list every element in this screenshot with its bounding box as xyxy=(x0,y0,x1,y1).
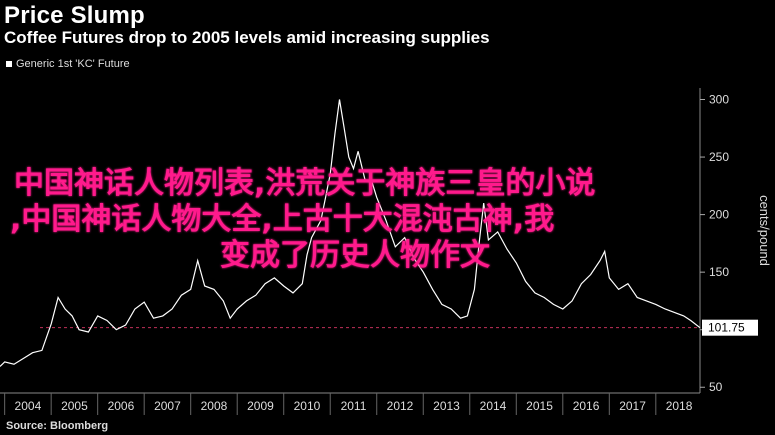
source-note: Source: Bloomberg xyxy=(6,420,109,432)
x-tick-label: 2010 xyxy=(294,399,321,413)
legend-label: Generic 1st 'KC' Future xyxy=(16,58,130,70)
last-value-label: 101.75 xyxy=(708,321,745,335)
x-tick-label: 2018 xyxy=(666,399,693,413)
x-tick-label: 2008 xyxy=(201,399,228,413)
legend-swatch xyxy=(6,61,12,67)
x-tick-label: 2006 xyxy=(108,399,135,413)
x-tick-label: 2012 xyxy=(387,399,414,413)
x-tick-label: 2016 xyxy=(573,399,600,413)
x-tick-label: 2013 xyxy=(433,399,460,413)
overlay-text-line-1: 中国神话人物列表,洪荒关于神族三皇的小说 xyxy=(14,166,596,201)
x-tick-label: 2005 xyxy=(61,399,88,413)
chart-title: Price Slump xyxy=(4,2,145,29)
legend: Generic 1st 'KC' Future xyxy=(6,58,130,70)
x-tick-label: 2007 xyxy=(154,399,181,413)
y-tick-label: 150 xyxy=(709,265,729,279)
overlay-text-line-3: 变成了历史人物作文 xyxy=(220,238,490,273)
x-tick-label: 2015 xyxy=(526,399,553,413)
x-tick-label: 2009 xyxy=(247,399,274,413)
x-tick-label: 2017 xyxy=(619,399,646,413)
chart-subtitle: Coffee Futures drop to 2005 levels amid … xyxy=(4,28,490,47)
x-tick-label: 2004 xyxy=(15,399,42,413)
series-line xyxy=(0,99,701,367)
y-tick-label: 300 xyxy=(709,93,729,107)
y-axis-label: cents/pound xyxy=(757,195,772,266)
x-tick-label: 2014 xyxy=(480,399,507,413)
y-tick-label: 200 xyxy=(709,208,729,222)
last-value-box xyxy=(702,319,758,336)
y-tick-label: 50 xyxy=(709,380,723,394)
y-tick-label: 250 xyxy=(709,150,729,164)
x-tick-label: 2011 xyxy=(341,399,367,413)
overlay-text-line-2: ,中国神话人物大全,上古十大混沌古神,我 xyxy=(10,202,555,237)
